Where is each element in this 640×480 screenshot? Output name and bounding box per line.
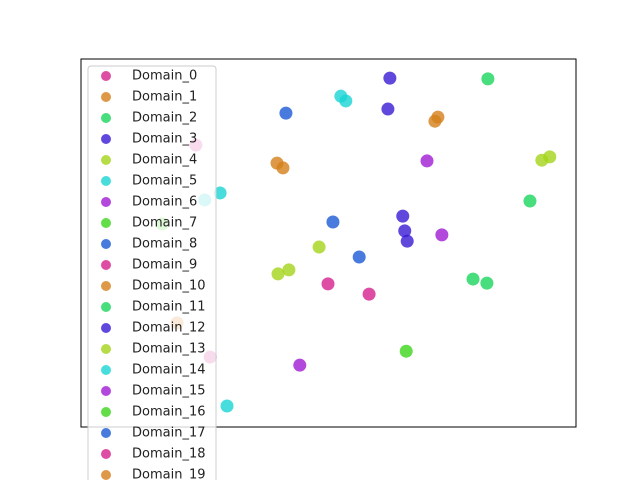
point — [481, 72, 495, 86]
point — [435, 228, 449, 242]
point — [312, 240, 326, 254]
legend-marker — [101, 197, 111, 207]
legend-label: Domain_19 — [132, 468, 206, 480]
legend-marker — [101, 176, 111, 186]
legend-label: Domain_13 — [132, 342, 206, 357]
legend-marker — [101, 155, 111, 165]
legend-label: Domain_14 — [132, 363, 206, 378]
point — [220, 399, 234, 413]
point — [480, 276, 494, 290]
legend-label: Domain_15 — [132, 384, 206, 399]
point — [326, 215, 340, 229]
legend-marker — [101, 281, 111, 291]
legend-label: Domain_9 — [132, 258, 197, 273]
legend-marker — [101, 218, 111, 228]
legend-marker — [101, 134, 111, 144]
point — [282, 263, 296, 277]
point — [213, 186, 227, 200]
legend-label: Domain_8 — [132, 237, 197, 252]
legend-marker — [101, 71, 111, 81]
legend-marker — [101, 428, 111, 438]
point — [523, 194, 537, 208]
point — [270, 156, 284, 170]
legend-marker — [101, 344, 111, 354]
legend-marker — [101, 386, 111, 396]
point — [383, 71, 397, 85]
point — [396, 209, 410, 223]
legend-label: Domain_18 — [132, 447, 206, 462]
point — [428, 114, 442, 128]
point — [352, 250, 366, 264]
legend-marker — [101, 260, 111, 270]
legend-label: Domain_2 — [132, 111, 197, 126]
point — [321, 277, 335, 291]
point — [398, 224, 412, 238]
legend-label: Domain_3 — [132, 132, 197, 147]
legend-marker — [101, 239, 111, 249]
legend-marker — [101, 407, 111, 417]
legend-box — [87, 65, 217, 480]
point — [381, 102, 395, 116]
legend-marker — [101, 302, 111, 312]
legend-marker — [101, 113, 111, 123]
point — [543, 150, 557, 164]
point — [466, 272, 480, 286]
point — [271, 267, 285, 281]
legend-label: Domain_1 — [132, 90, 197, 105]
legend-label: Domain_5 — [132, 174, 197, 189]
legend-label: Domain_17 — [132, 426, 206, 441]
legend-label: Domain_4 — [132, 153, 197, 168]
legend-label: Domain_11 — [132, 300, 206, 315]
point — [279, 106, 293, 120]
legend-label: Domain_0 — [132, 69, 197, 84]
legend-marker — [101, 92, 111, 102]
legend-label: Domain_7 — [132, 216, 197, 231]
axes-frame — [80, 58, 577, 428]
point — [399, 344, 413, 358]
legend-label: Domain_12 — [132, 321, 206, 336]
legend-marker — [101, 470, 111, 480]
point — [362, 287, 376, 301]
legend-marker — [101, 449, 111, 459]
point — [400, 234, 414, 248]
point — [339, 94, 353, 108]
point — [293, 358, 307, 372]
legend-label: Domain_6 — [132, 195, 197, 210]
legend-marker — [101, 323, 111, 333]
legend-marker — [101, 365, 111, 375]
legend-label: Domain_10 — [132, 279, 206, 294]
point — [420, 154, 434, 168]
legend-label: Domain_16 — [132, 405, 206, 420]
